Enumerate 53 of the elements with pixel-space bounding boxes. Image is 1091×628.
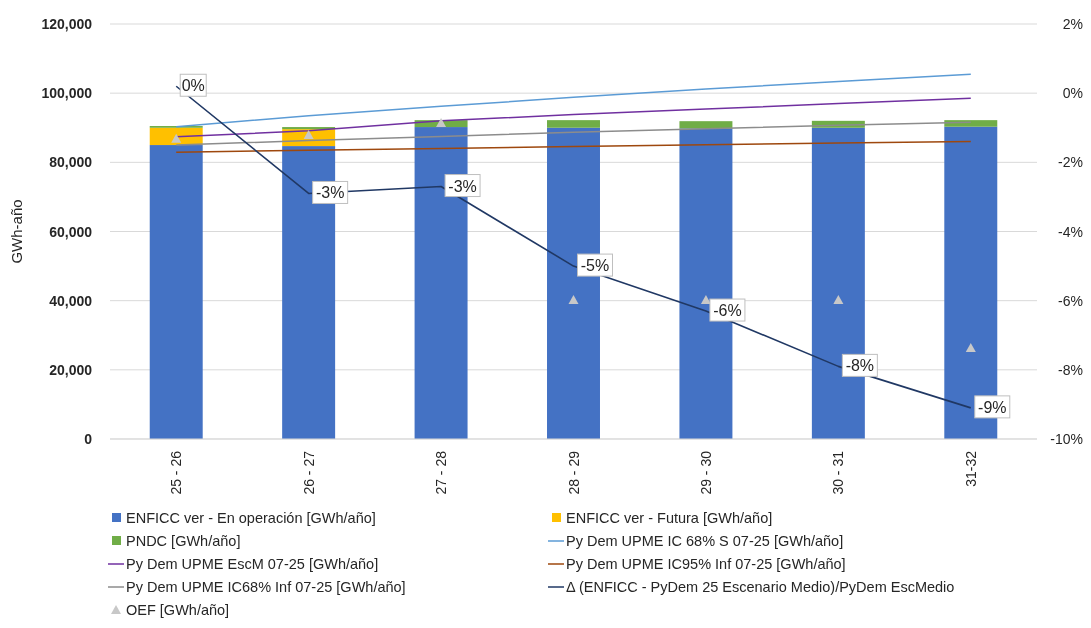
- bar: [944, 120, 998, 127]
- y-tick-label: 40,000: [49, 292, 93, 309]
- y-tick-label: 0: [84, 431, 93, 447]
- legend-label: Py Dem UPME IC68% Inf 07-25 [GWh/año]: [126, 579, 406, 595]
- legend-label: OEF [GWh/año]: [126, 602, 230, 618]
- legend-label: ENFICC ver - En operación [GWh/año]: [126, 510, 376, 526]
- x-tick-label: 28 - 29: [565, 450, 582, 495]
- x-tick-label: 27 - 28: [433, 450, 450, 495]
- y-tick-label: 20,000: [49, 361, 93, 378]
- data-label: -6%: [713, 302, 742, 320]
- bar: [282, 127, 336, 130]
- y2-tick-label: 2%: [1062, 16, 1083, 32]
- bar: [149, 145, 203, 439]
- x-tick-label: 31-32: [962, 450, 979, 487]
- y2-tick-label: -10%: [1050, 431, 1083, 447]
- legend-label: Py Dem UPME IC95% Inf 07-25 [GWh/año]: [566, 556, 846, 572]
- data-label: -8%: [845, 357, 875, 375]
- point: [965, 343, 976, 353]
- y2-tick-label: 0%: [1062, 85, 1083, 102]
- y2-tick-label: -2%: [1058, 154, 1083, 171]
- data-label: -5%: [580, 257, 610, 275]
- bar: [547, 120, 600, 128]
- point: [303, 130, 314, 140]
- y2-tick-label: -6%: [1058, 292, 1083, 309]
- y2-tick-label: -4%: [1058, 223, 1083, 240]
- y-tick-label: 100,000: [41, 85, 93, 102]
- x-tick-label: 25 - 26: [168, 450, 185, 495]
- bar: [679, 121, 733, 129]
- line-series: [175, 73, 972, 128]
- line-series: [175, 140, 972, 154]
- y-tick-label: 60,000: [49, 223, 93, 240]
- legend-label: Δ (ENFICC - PyDem 25 Escenario Medio)/PyDem EscMedio: [566, 579, 955, 595]
- point: [171, 133, 182, 143]
- x-tick-label: 29 - 30: [697, 450, 714, 495]
- x-tick-label: 30 - 31: [830, 450, 847, 495]
- point: [700, 294, 711, 304]
- x-tick-label: 26 - 27: [300, 450, 317, 495]
- y2-tick-label: -8%: [1058, 361, 1083, 378]
- legend-label: Py Dem UPME EscM 07-25 [GWh/año]: [126, 556, 379, 572]
- point: [436, 117, 447, 127]
- legend-label: Py Dem UPME IC 68% S 07-25 [GWh/año]: [566, 533, 844, 549]
- point: [568, 294, 579, 304]
- line-series: [175, 121, 972, 146]
- y-tick-label: 80,000: [49, 154, 93, 171]
- data-label: 0%: [181, 77, 205, 95]
- data-label: -3%: [315, 184, 345, 202]
- legend-label: PNDC [GWh/año]: [126, 533, 241, 549]
- legend-label: ENFICC ver - Futura [GWh/año]: [566, 510, 773, 526]
- data-label: -3%: [448, 177, 477, 195]
- y-axis-title: GWh-año: [8, 199, 25, 264]
- y-tick-label: 120,000: [41, 16, 93, 32]
- data-label: -9%: [978, 398, 1007, 416]
- point: [833, 294, 844, 304]
